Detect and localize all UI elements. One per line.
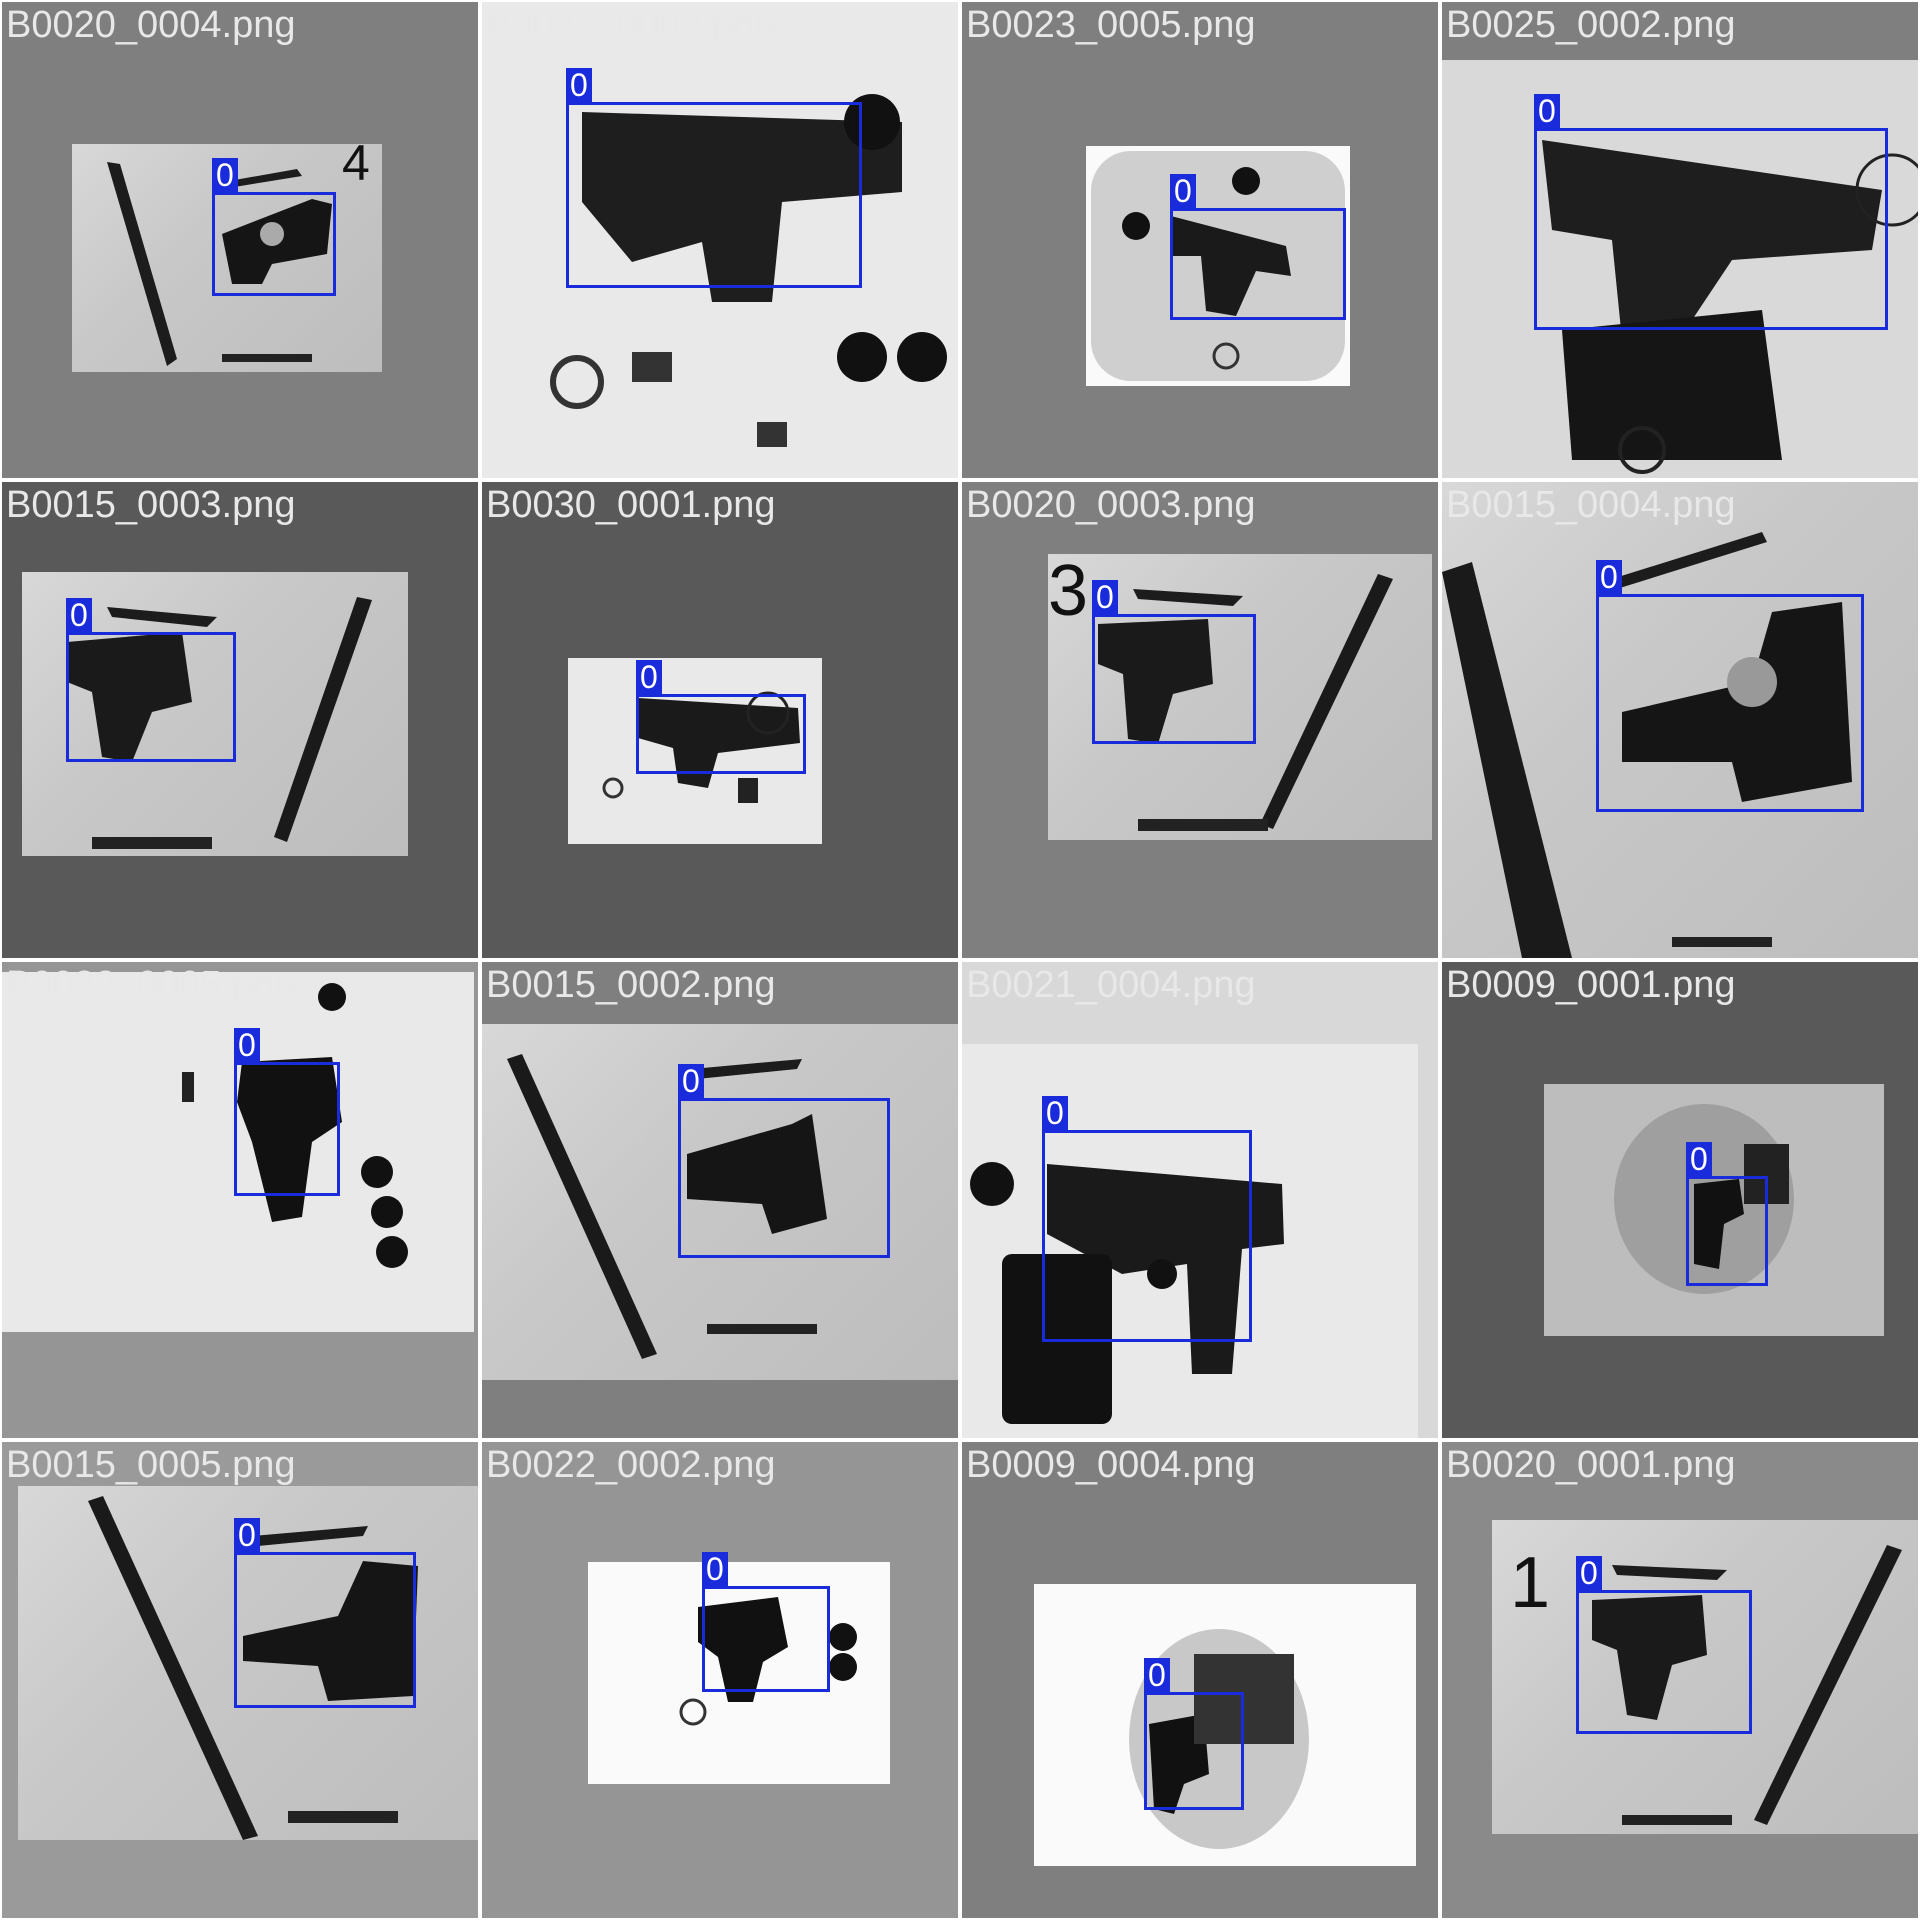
tile-filename: B0009_0001.png: [1446, 964, 1736, 1006]
xray-contents: [182, 983, 408, 1268]
xray-contents: [1442, 532, 1852, 958]
detection-class-label: 0: [1144, 1658, 1170, 1692]
tile-filename: B0020_0003.png: [966, 484, 1256, 526]
xray-contents: [67, 597, 372, 849]
detection-class-label: 0: [1092, 580, 1118, 614]
corner-number: 4: [342, 135, 370, 191]
detection-box: 0: [702, 1552, 830, 1692]
xray-contents: [550, 94, 947, 447]
xray-contents: [1098, 574, 1393, 831]
detection-box: 0: [1576, 1556, 1752, 1734]
xray-image: [568, 658, 822, 844]
tile-filename: B0022_0002.png: [486, 1444, 776, 1486]
xray-contents: [1592, 1545, 1902, 1825]
tile-1[interactable]: 0 4 B0020_0004.png: [2, 2, 478, 478]
xray-contents: [1129, 1629, 1309, 1849]
tile-filename: B0020_0004.png: [6, 4, 296, 46]
tile-9[interactable]: 0 B0022_0005.png: [2, 962, 478, 1438]
tile-15[interactable]: 0 B0009_0004.png: [962, 1442, 1438, 1918]
xray-image: [1492, 1520, 1918, 1834]
tile-filename: B0022_0005.png: [6, 964, 296, 1006]
tile-3[interactable]: 0 B0023_0005.png: [962, 2, 1438, 478]
detection-class-label: 0: [636, 660, 662, 694]
detection-class-label: 0: [1042, 1096, 1068, 1130]
detection-class-label: 0: [66, 598, 92, 632]
detection-box: 0: [566, 68, 862, 288]
detection-class-label: 0: [1686, 1142, 1712, 1176]
detection-box: 0: [66, 598, 236, 762]
detection-class-label: 0: [234, 1028, 260, 1062]
tile-filename: B0023_0002.png: [486, 4, 776, 46]
detection-class-label: 0: [1596, 560, 1622, 594]
tile-16[interactable]: 0 1 B0020_0001.png: [1442, 1442, 1918, 1918]
xray-image: [1442, 482, 1918, 958]
tile-7[interactable]: 0 3 B0020_0003.png: [962, 482, 1438, 958]
xray-contents: [679, 1597, 857, 1726]
tile-filename: B0030_0001.png: [486, 484, 776, 526]
detection-box: 0: [1596, 560, 1864, 812]
tile-filename: B0015_0004.png: [1446, 484, 1736, 526]
detection-class-label: 0: [1170, 174, 1196, 208]
tile-4[interactable]: 0 B0025_0002.png: [1442, 2, 1918, 478]
tile-filename: B0009_0004.png: [966, 1444, 1256, 1486]
detection-box: 0: [1534, 94, 1888, 330]
detection-box: 0: [636, 660, 806, 774]
tile-filename: B0023_0005.png: [966, 4, 1256, 46]
tile-5[interactable]: 0 B0015_0003.png: [2, 482, 478, 958]
corner-number: 3: [1048, 551, 1089, 631]
xray-contents: [1542, 140, 1918, 474]
detection-class-label: 0: [702, 1552, 728, 1586]
tile-14[interactable]: 0 B0022_0002.png: [482, 1442, 958, 1918]
tile-filename: B0021_0004.png: [966, 964, 1256, 1006]
detection-box: 0: [1092, 580, 1256, 744]
detection-box: 0: [212, 158, 336, 296]
xray-image: [588, 1562, 890, 1784]
detection-class-label: 0: [212, 158, 238, 192]
xray-image: [1034, 1584, 1416, 1866]
detection-class-label: 0: [1534, 94, 1560, 128]
tile-filename: B0015_0003.png: [6, 484, 296, 526]
tile-2[interactable]: 0 B0023_0002.png: [482, 2, 958, 478]
detection-box: 0: [1170, 174, 1346, 320]
xray-contents: [602, 691, 800, 803]
tile-filename: B0015_0002.png: [486, 964, 776, 1006]
xray-contents: [88, 1496, 418, 1840]
tile-filename: B0020_0001.png: [1446, 1444, 1736, 1486]
xray-image: [962, 1044, 1418, 1438]
detection-class-label: 0: [1576, 1556, 1602, 1590]
tile-6[interactable]: 0 B0030_0001.png: [482, 482, 958, 958]
tile-filename: B0015_0005.png: [6, 1444, 296, 1486]
xray-contents: [507, 1054, 827, 1359]
detection-class-label: 0: [678, 1064, 704, 1098]
xray-image: [482, 1024, 958, 1380]
tile-13[interactable]: 0 B0015_0005.png: [2, 1442, 478, 1918]
tile-12[interactable]: 0 B0009_0001.png: [1442, 962, 1918, 1438]
detection-class-label: 0: [234, 1518, 260, 1552]
xray-image: [1544, 1084, 1884, 1336]
xray-image: [482, 2, 958, 478]
detection-box: 0: [234, 1518, 416, 1708]
detection-box: 0: [234, 1028, 340, 1196]
detection-box: 0: [1686, 1142, 1768, 1286]
corner-number: 1: [1510, 1543, 1551, 1623]
tile-10[interactable]: 0 B0015_0002.png: [482, 962, 958, 1438]
detection-class-label: 0: [566, 68, 592, 102]
detection-box: 0: [1042, 1096, 1252, 1342]
tile-8[interactable]: 0 B0015_0004.png: [1442, 482, 1918, 958]
tile-filename: B0025_0002.png: [1446, 4, 1736, 46]
detection-box: 0: [1144, 1658, 1244, 1810]
tile-11[interactable]: 0 B0021_0004.png: [962, 962, 1438, 1438]
detection-box: 0: [678, 1064, 890, 1258]
